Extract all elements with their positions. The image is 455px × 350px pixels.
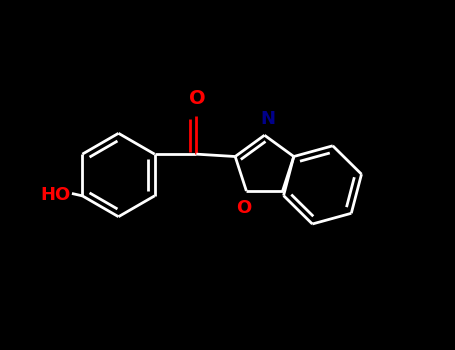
Text: N: N (261, 110, 276, 128)
Text: HO: HO (41, 186, 71, 204)
Text: O: O (189, 89, 206, 108)
Text: O: O (236, 199, 251, 217)
